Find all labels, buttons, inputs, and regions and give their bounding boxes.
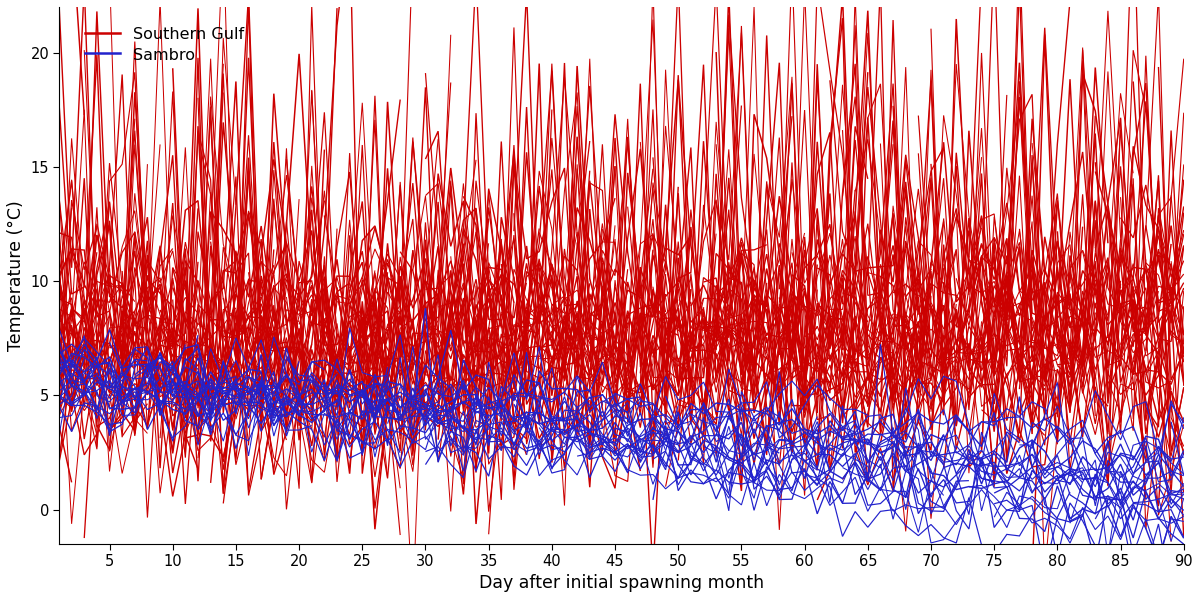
Y-axis label: Temperature (°C): Temperature (°C) — [7, 200, 25, 351]
X-axis label: Day after initial spawning month: Day after initial spawning month — [479, 574, 764, 592]
Legend: Southern Gulf, Sambro: Southern Gulf, Sambro — [78, 20, 250, 69]
